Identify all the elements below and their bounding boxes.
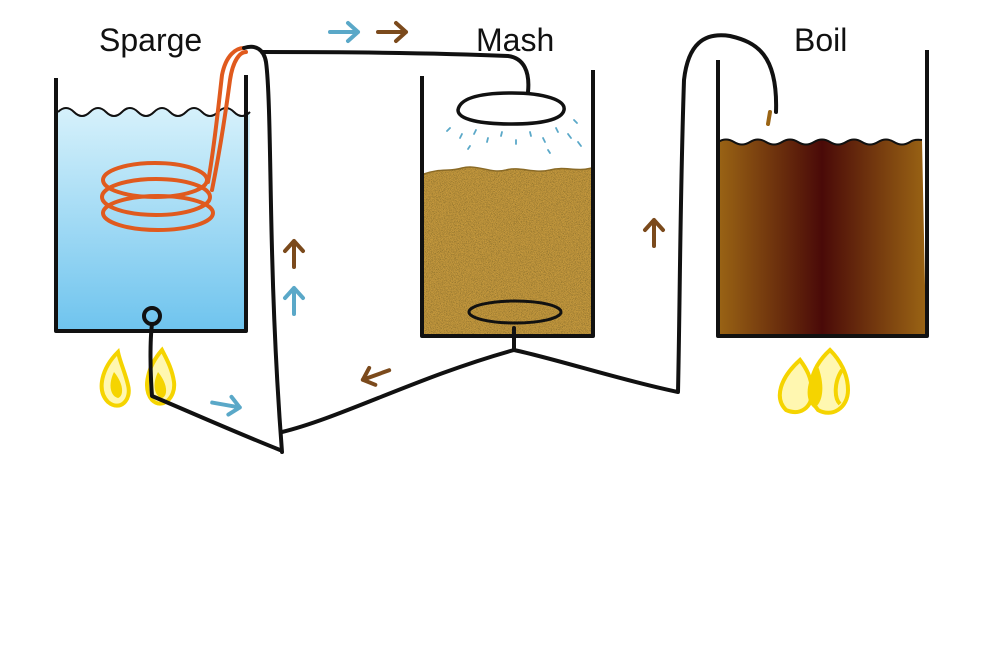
- mash-label: Mash: [476, 22, 555, 58]
- water-flow-arrow: [210, 394, 242, 417]
- wort-flow-arrow: [376, 21, 408, 43]
- return-drip: [766, 110, 772, 126]
- boil-label: Boil: [794, 22, 848, 58]
- boil-vessel-outline: [716, 50, 929, 338]
- sparge-vessel: [54, 75, 251, 333]
- wort-flow-arrow: [360, 365, 392, 387]
- wort: [718, 139, 926, 334]
- sparge-arm: [456, 91, 566, 126]
- false-bottom-manifold: [467, 299, 563, 325]
- water-flow-arrow: [328, 21, 360, 43]
- boil-vessel: [716, 50, 929, 338]
- pipework: [142, 33, 779, 454]
- sparge-label: Sparge: [99, 22, 203, 58]
- sparge-spray: [446, 119, 582, 154]
- water-flow-arrow: [283, 286, 305, 316]
- sparge-burner-flame: [99, 346, 177, 408]
- pipe-coil-to-sparge-arm: [242, 44, 284, 454]
- sparge-water: [58, 108, 250, 330]
- mash-vessel-outline: [420, 70, 595, 338]
- wort-flow-arrow: [643, 218, 665, 248]
- boil-burner-flame: [777, 347, 851, 415]
- grain-bed: [424, 167, 592, 334]
- wort-surface: [717, 138, 923, 146]
- grain-bed-surface: [423, 166, 593, 175]
- mash-vessel: [420, 70, 595, 338]
- wort-flow-arrow: [283, 239, 305, 269]
- heating-coil: [100, 46, 248, 232]
